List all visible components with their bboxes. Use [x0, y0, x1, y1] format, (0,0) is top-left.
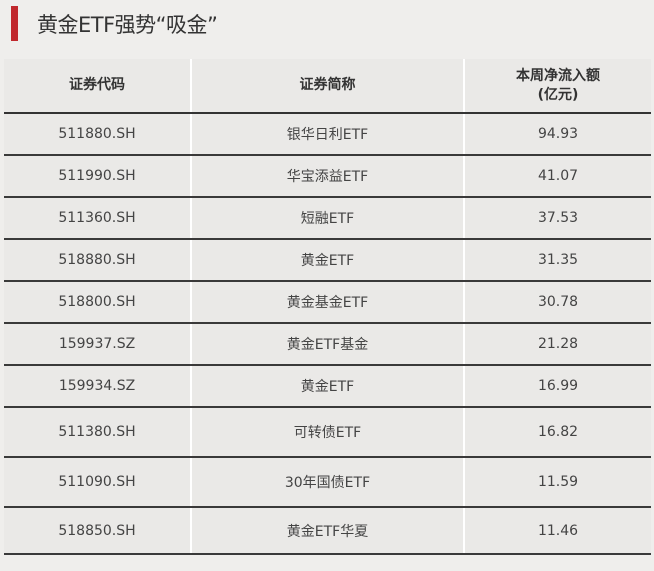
table-row: 518880.SH 黄金ETF 31.35 [4, 239, 651, 282]
cell-code: 159937.SZ [4, 323, 192, 366]
cell-name: 黄金ETF基金 [190, 323, 465, 366]
page-title: 黄金ETF强势“吸金” [37, 13, 218, 37]
etf-inflow-table: 证券代码 证券简称 本周净流入额 (亿元) 511880.SH 银华日利ETF 94.… [4, 59, 651, 555]
table-row: 511880.SH 银华日利ETF 94.93 [4, 113, 651, 156]
cell-name: 黄金ETF [190, 365, 465, 408]
table-row: 159934.SZ 黄金ETF 16.99 [4, 365, 651, 408]
cell-name: 黄金ETF华夏 [190, 507, 465, 555]
cell-name: 黄金ETF [190, 239, 465, 282]
table-row: 511090.SH 30年国债ETF 11.59 [4, 457, 651, 508]
table-row: 511380.SH 可转债ETF 16.82 [4, 407, 651, 458]
cell-code: 159934.SZ [4, 365, 192, 408]
header-inflow: 本周净流入额 (亿元) [463, 59, 651, 114]
cell-code: 518850.SH [4, 507, 192, 555]
table-row: 511360.SH 短融ETF 37.53 [4, 197, 651, 240]
table-row: 159937.SZ 黄金ETF基金 21.28 [4, 323, 651, 366]
cell-code: 511990.SH [4, 155, 192, 198]
cell-inflow: 21.28 [463, 323, 651, 366]
cell-name: 华宝添益ETF [190, 155, 465, 198]
cell-code: 511090.SH [4, 457, 192, 508]
cell-code: 511360.SH [4, 197, 192, 240]
cell-inflow: 37.53 [463, 197, 651, 240]
cell-inflow: 11.59 [463, 457, 651, 508]
table-row: 518800.SH 黄金基金ETF 30.78 [4, 281, 651, 324]
header-code: 证券代码 [4, 59, 192, 114]
title-accent-bar [11, 6, 18, 41]
cell-inflow: 11.46 [463, 507, 651, 555]
table-header-row: 证券代码 证券简称 本周净流入额 (亿元) [4, 59, 651, 114]
cell-inflow: 16.82 [463, 407, 651, 458]
cell-inflow: 16.99 [463, 365, 651, 408]
cell-inflow: 41.07 [463, 155, 651, 198]
cell-name: 黄金基金ETF [190, 281, 465, 324]
cell-name: 银华日利ETF [190, 113, 465, 156]
cell-name: 短融ETF [190, 197, 465, 240]
table-row: 511990.SH 华宝添益ETF 41.07 [4, 155, 651, 198]
cell-inflow: 30.78 [463, 281, 651, 324]
cell-name: 30年国债ETF [190, 457, 465, 508]
table-row: 518850.SH 黄金ETF华夏 11.46 [4, 507, 651, 555]
cell-code: 518800.SH [4, 281, 192, 324]
header-inflow-label: 本周净流入额 [516, 67, 600, 84]
cell-code: 511880.SH [4, 113, 192, 156]
header-name: 证券简称 [190, 59, 465, 114]
cell-inflow: 94.93 [463, 113, 651, 156]
header-inflow-unit: (亿元) [537, 86, 579, 103]
cell-code: 518880.SH [4, 239, 192, 282]
cell-name: 可转债ETF [190, 407, 465, 458]
cell-inflow: 31.35 [463, 239, 651, 282]
cell-code: 511380.SH [4, 407, 192, 458]
